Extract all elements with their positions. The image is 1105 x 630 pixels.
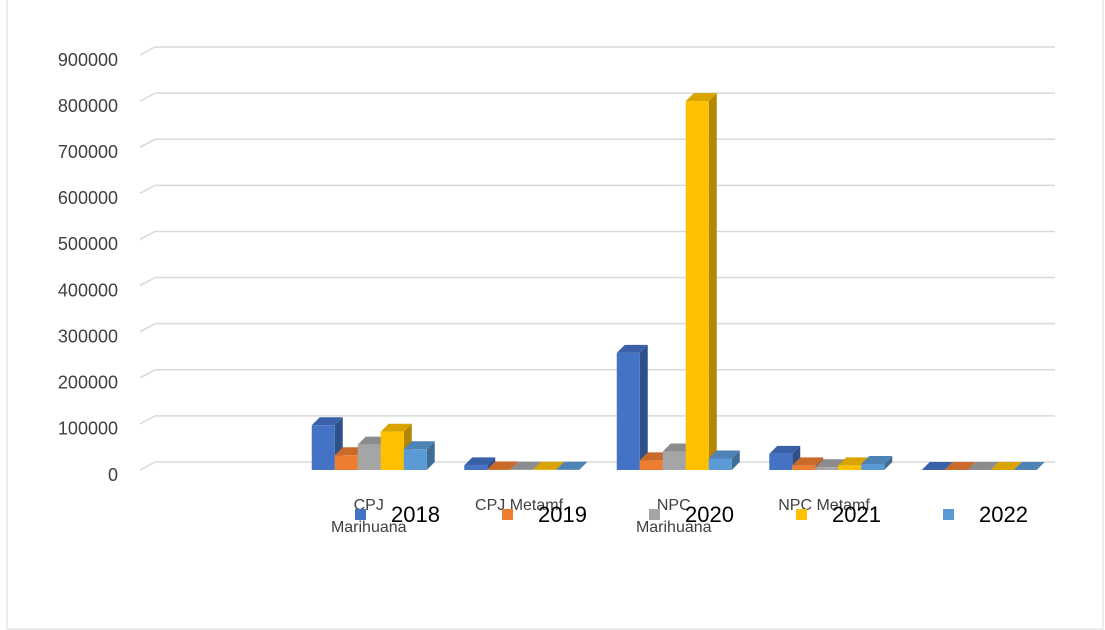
legend-swatch bbox=[502, 509, 513, 520]
bar bbox=[921, 462, 953, 470]
bar-top bbox=[403, 441, 435, 450]
bar bbox=[464, 457, 496, 470]
bar-front bbox=[708, 458, 732, 470]
bar bbox=[556, 461, 588, 470]
bar-top bbox=[1013, 462, 1045, 470]
bar-top bbox=[311, 417, 343, 426]
y-tick-label: 800000 bbox=[58, 96, 118, 116]
legend-swatch bbox=[649, 509, 660, 520]
bar-top bbox=[685, 93, 717, 102]
bar-side bbox=[639, 344, 648, 470]
bar-top bbox=[533, 461, 565, 470]
bar bbox=[990, 462, 1022, 470]
legend-swatch bbox=[943, 509, 954, 520]
bar bbox=[685, 93, 717, 470]
bar-front bbox=[380, 431, 404, 470]
bar bbox=[708, 450, 740, 470]
bar-top bbox=[944, 462, 976, 470]
bar-front bbox=[792, 465, 816, 470]
bar bbox=[403, 441, 435, 470]
bar bbox=[616, 344, 648, 470]
legend-label: 2019 bbox=[538, 502, 587, 527]
bar-front bbox=[838, 465, 862, 470]
bar bbox=[944, 462, 976, 470]
grid-line-side bbox=[139, 46, 156, 56]
grid-line-side bbox=[139, 230, 156, 241]
legend-label: 2021 bbox=[832, 502, 881, 527]
bar-front bbox=[769, 453, 793, 470]
x-tick-label-box: NPC Marihuana bbox=[635, 497, 712, 536]
grid-line-side bbox=[139, 461, 156, 471]
bar bbox=[1013, 462, 1045, 470]
legend-label: 2022 bbox=[979, 502, 1028, 527]
bar-front bbox=[311, 425, 335, 470]
bar-top bbox=[769, 445, 801, 454]
bar-top bbox=[487, 461, 519, 470]
y-tick-label: 900000 bbox=[58, 50, 118, 70]
bar-top bbox=[967, 462, 999, 470]
grid-line-side bbox=[139, 138, 156, 148]
legend-swatch bbox=[355, 509, 366, 520]
x-tick-label-box: CPJ Metamf. bbox=[475, 497, 568, 514]
y-tick-label: 600000 bbox=[58, 188, 118, 208]
bar-top bbox=[838, 457, 870, 466]
bar-front bbox=[616, 352, 640, 470]
bar-top bbox=[921, 462, 953, 470]
y-tick-label: 200000 bbox=[58, 373, 118, 393]
grid-line-side bbox=[139, 276, 156, 287]
grid-line-side bbox=[139, 184, 156, 194]
chart-border bbox=[6, 0, 1104, 630]
bar-front bbox=[334, 455, 358, 470]
x-tick-label: NPC Marihuana bbox=[635, 497, 712, 536]
bar-front bbox=[464, 465, 488, 470]
bar-front bbox=[815, 467, 839, 470]
bar-top bbox=[380, 423, 412, 432]
y-tick-label: 700000 bbox=[58, 142, 118, 162]
bar-top bbox=[616, 344, 648, 353]
bar-side bbox=[426, 441, 435, 470]
bar-side bbox=[487, 457, 496, 470]
x-tick-label: CPJ Metamf. bbox=[475, 497, 568, 514]
bar-front bbox=[861, 464, 885, 470]
bar-top bbox=[792, 457, 824, 466]
bar-side bbox=[708, 93, 717, 470]
bar-top bbox=[990, 462, 1022, 470]
bar-top bbox=[556, 461, 588, 470]
grid-line-side bbox=[139, 323, 156, 333]
legend-swatch bbox=[796, 509, 807, 520]
bar-top bbox=[861, 456, 893, 465]
bar-side bbox=[579, 461, 588, 470]
bar-top bbox=[510, 461, 542, 470]
bar-side bbox=[731, 450, 740, 470]
bar-side bbox=[884, 456, 893, 470]
legend-label: 2020 bbox=[685, 502, 734, 527]
bar-front bbox=[685, 101, 709, 470]
legend-label: 2018 bbox=[391, 502, 440, 527]
y-tick-label: 300000 bbox=[58, 326, 118, 346]
bar-top bbox=[708, 450, 740, 459]
bar-front bbox=[639, 460, 663, 470]
bar-front bbox=[662, 451, 686, 470]
bar-front bbox=[357, 444, 381, 470]
y-tick-label: 400000 bbox=[58, 280, 118, 300]
grid-line-side bbox=[139, 369, 156, 379]
bar bbox=[861, 456, 893, 470]
y-tick-label: 100000 bbox=[58, 419, 118, 439]
grid-line-side bbox=[139, 415, 156, 425]
grid-line-side bbox=[139, 92, 156, 102]
bar-front bbox=[403, 449, 427, 470]
bar bbox=[967, 462, 999, 470]
y-tick-label: 0 bbox=[108, 465, 118, 485]
y-tick-label: 500000 bbox=[58, 234, 118, 254]
bar-top bbox=[464, 457, 496, 466]
